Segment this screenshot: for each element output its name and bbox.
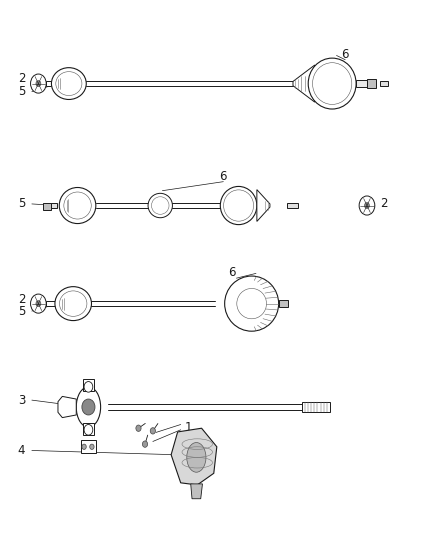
Bar	[83, 423, 94, 434]
Polygon shape	[191, 484, 202, 499]
Polygon shape	[257, 190, 270, 221]
Bar	[356, 80, 367, 87]
Bar	[83, 379, 94, 391]
Ellipse shape	[51, 68, 86, 100]
Circle shape	[84, 382, 93, 392]
Circle shape	[31, 294, 46, 313]
Ellipse shape	[308, 58, 356, 109]
Text: 3: 3	[18, 393, 25, 407]
Circle shape	[82, 444, 86, 449]
Ellipse shape	[76, 387, 101, 427]
Bar	[50, 203, 57, 208]
Text: 2: 2	[18, 293, 25, 306]
Text: 2: 2	[380, 197, 388, 211]
Bar	[302, 402, 330, 412]
Ellipse shape	[220, 187, 257, 224]
Bar	[46, 302, 55, 306]
Text: 2: 2	[18, 72, 25, 85]
Text: 5: 5	[18, 85, 25, 98]
Polygon shape	[58, 397, 76, 418]
Text: 6: 6	[342, 48, 349, 61]
Circle shape	[136, 425, 141, 431]
Circle shape	[142, 441, 148, 447]
Text: 5: 5	[18, 304, 25, 318]
Bar	[81, 440, 96, 453]
Circle shape	[36, 80, 41, 86]
Text: 1: 1	[184, 421, 192, 434]
Circle shape	[84, 424, 93, 435]
Bar	[279, 301, 288, 307]
Bar	[43, 204, 50, 210]
Bar	[287, 203, 298, 208]
Ellipse shape	[55, 287, 92, 320]
Circle shape	[90, 444, 94, 449]
Polygon shape	[171, 428, 217, 485]
Ellipse shape	[148, 193, 173, 217]
Text: 6: 6	[228, 266, 236, 279]
Ellipse shape	[225, 276, 279, 331]
Ellipse shape	[59, 188, 96, 223]
Circle shape	[364, 203, 369, 208]
Circle shape	[36, 301, 41, 306]
Ellipse shape	[82, 399, 95, 415]
Circle shape	[31, 74, 46, 93]
Bar	[46, 82, 51, 86]
Text: 5: 5	[18, 197, 25, 211]
Polygon shape	[293, 65, 315, 102]
Bar	[367, 79, 376, 88]
Bar	[380, 81, 388, 86]
Circle shape	[359, 196, 375, 215]
Text: 6: 6	[219, 170, 227, 183]
Circle shape	[150, 427, 155, 434]
Ellipse shape	[187, 442, 206, 472]
Text: 4: 4	[18, 444, 25, 457]
